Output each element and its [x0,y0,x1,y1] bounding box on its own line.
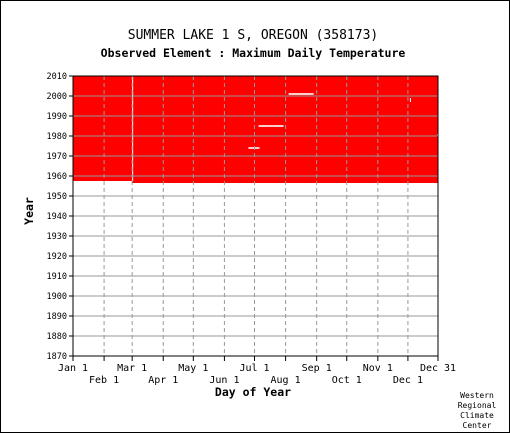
x-tick-label-nov-1: Nov 1 [363,363,393,374]
credit-line-2: Regional [458,401,497,410]
x-tick-label-feb-1: Feb 1 [89,375,119,386]
y-tick-label-1920: 1920 [47,252,67,262]
missing-segment-1 [132,76,134,181]
y-tick-label-1890: 1890 [47,312,67,322]
y-tick-label-1970: 1970 [47,152,67,162]
y-tick-label-1870: 1870 [47,352,67,362]
y-tick-label-1940: 1940 [47,212,67,222]
missing-segment-6 [436,134,438,136]
x-tick-label-sep-1: Sep 1 [302,363,332,374]
y-tick-label-1880: 1880 [47,332,67,342]
data-block-1 [73,76,133,181]
y-axis-label: Year [22,197,36,225]
x-tick-label-jun-1: Jun 1 [209,375,239,386]
y-tick-label-1930: 1930 [47,232,67,242]
x-tick-label-jan-1: Jan 1 [58,363,88,374]
y-tick-label-1990: 1990 [47,112,67,122]
y-tick-label-1910: 1910 [47,272,67,282]
missing-segment-2 [248,147,260,149]
credit-line-4: Center [463,421,492,430]
x-tick-label-mar-1: Mar 1 [117,363,147,374]
y-tick-label-1950: 1950 [47,192,67,202]
y-tick-label-2010: 2010 [47,72,67,82]
plot-area: 1870 1880 1890 1900 1910 1920 1930 1940 1950 1960… [47,72,457,386]
data-block-2 [132,76,438,183]
x-tick-label-aug-1: Aug 1 [271,375,301,386]
x-tick-label-oct-1: Oct 1 [332,375,362,386]
x-tick-label-dec-1: Dec 1 [393,375,423,386]
x-tick-label-dec-31: Dec 31 [420,363,456,374]
chart-title: SUMMER LAKE 1 S, OREGON (358173) [128,28,378,43]
chart-subtitle: Observed Element : Maximum Daily Tempera… [101,46,406,60]
y-tick-label-1960: 1960 [47,172,67,182]
x-tick-label-may-1: May 1 [178,363,208,374]
missing-segment-5 [409,98,411,102]
x-tick-label-jul-1: Jul 1 [239,363,269,374]
y-tick-label-1980: 1980 [47,132,67,142]
credit-line-3: Climate [460,411,494,420]
missing-segment-4 [288,93,314,95]
missing-segment-3 [258,125,284,127]
x-axis-label: Day of Year [215,385,291,399]
y-tick-label-2000: 2000 [47,92,67,102]
y-tick-label-1900: 1900 [47,292,67,302]
x-tick-label-apr-1: Apr 1 [148,375,178,386]
credit-line-1: Western [460,391,494,400]
